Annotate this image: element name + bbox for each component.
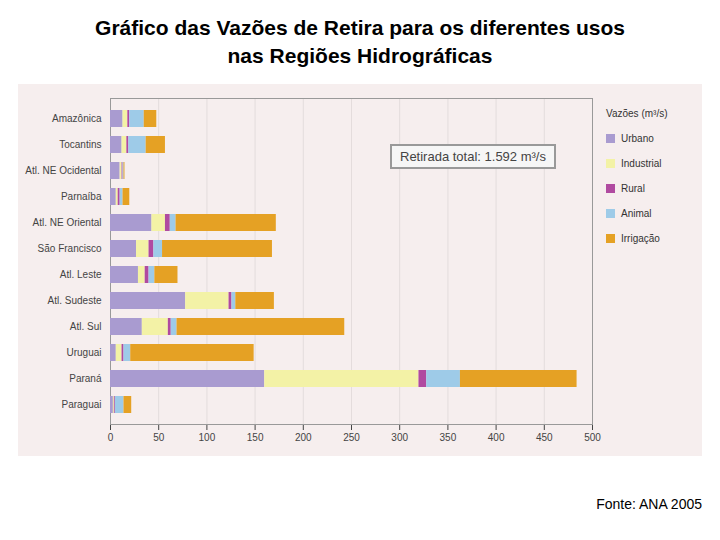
svg-text:Paraguai: Paraguai bbox=[61, 399, 101, 410]
svg-text:Atl. NE Ocidental: Atl. NE Ocidental bbox=[25, 165, 101, 176]
svg-text:100: 100 bbox=[199, 432, 216, 443]
html-text:Animal: Animal bbox=[621, 208, 652, 219]
svg-text:0: 0 bbox=[108, 432, 114, 443]
svg-text:Atl. Sul: Atl. Sul bbox=[70, 321, 102, 332]
html-text:Gráfico das Vazões de Retira p: Gráfico das Vazões de Retira para os dif… bbox=[95, 16, 625, 67]
svg-text:150: 150 bbox=[247, 432, 264, 443]
svg-text:50: 50 bbox=[153, 432, 165, 443]
html-text:Industrial: Industrial bbox=[621, 158, 662, 169]
svg-text:Parnaíba: Parnaíba bbox=[61, 191, 102, 202]
svg-text:Tocantins: Tocantins bbox=[59, 139, 101, 150]
svg-text:500: 500 bbox=[584, 432, 601, 443]
svg-text:250: 250 bbox=[343, 432, 360, 443]
svg-text:Atl. Sudeste: Atl. Sudeste bbox=[48, 295, 102, 306]
svg-text:200: 200 bbox=[295, 432, 312, 443]
svg-text:Atl. Leste: Atl. Leste bbox=[60, 269, 102, 280]
html-text:Fonte: ANA 2005: Fonte: ANA 2005 bbox=[596, 496, 702, 512]
svg-text:400: 400 bbox=[488, 432, 505, 443]
svg-text:Uruguai: Uruguai bbox=[66, 347, 101, 358]
svg-text:Paraná: Paraná bbox=[69, 373, 102, 384]
svg-text:Atl. NE Oriental: Atl. NE Oriental bbox=[33, 217, 102, 228]
svg-text:São Francisco: São Francisco bbox=[38, 243, 102, 254]
svg-text:Amazônica: Amazônica bbox=[52, 113, 102, 124]
svg-text:450: 450 bbox=[536, 432, 553, 443]
html-text:Rural: Rural bbox=[621, 183, 645, 194]
svg-text:300: 300 bbox=[391, 432, 408, 443]
html-text:Irrigação: Irrigação bbox=[621, 233, 660, 244]
html-text:Retirada total: 1.592 m³/s: Retirada total: 1.592 m³/s bbox=[400, 149, 546, 164]
html-text:Vazões (m³/s): Vazões (m³/s) bbox=[606, 108, 668, 119]
svg-text:350: 350 bbox=[440, 432, 457, 443]
html-text:Urbano: Urbano bbox=[621, 133, 654, 144]
